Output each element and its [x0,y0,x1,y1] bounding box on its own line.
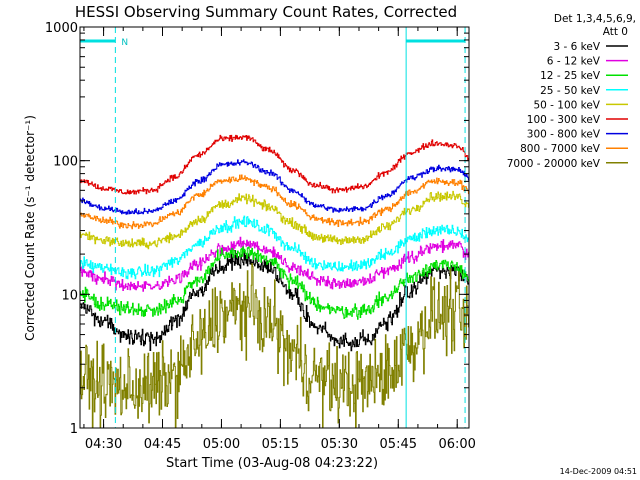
legend-label-7: 300 - 800 keV [527,129,601,141]
y-tick-label: 100 [53,155,78,170]
series-line-6 [80,134,470,195]
x-tick-label: 05:45 [380,437,417,452]
series-layer [80,134,470,429]
series-line-4 [80,215,470,280]
series-line-1 [80,249,470,352]
x-tick-label: 04:45 [144,437,181,452]
y-tick-label: 10 [61,288,78,303]
x-tick-label: 05:30 [321,437,358,452]
series-line-2 [80,236,470,292]
legend: Det 1,3,4,5,6,9, Att 0 3 - 6 keV 6 - 12 k… [507,13,636,170]
y-axis-label-text: Corrected Count Rate (s⁻¹ detector⁻¹) [23,115,37,341]
legend-label-3: 12 - 25 keV [540,70,601,82]
x-tick-label: 06:00 [438,437,475,452]
series-line-3 [80,246,470,320]
legend-label-8: 800 - 7000 keV [520,143,601,155]
y-tick-label: 1 [70,422,78,437]
footer-date: 14-Dec-2009 04:51 [560,467,637,476]
x-tick-label: 05:15 [262,437,299,452]
legend-header-line-1: Det 1,3,4,5,6,9, [554,13,636,25]
plot-frame [79,26,470,429]
chart-title: HESSI Observing Summary Count Rates, Cor… [75,3,457,21]
legend-label-9: 7000 - 20000 keV [507,158,601,170]
legend-entries: 3 - 6 keV 6 - 12 keV 12 - 25 keV 25 - 50 ke… [507,41,628,170]
legend-label-1: 3 - 6 keV [553,41,600,53]
series-line-5 [80,190,470,250]
annotation-label-1: N [121,38,128,48]
y-tick-label: 1000 [45,21,78,36]
y-axis-label: Corrected Count Rate (s⁻¹ detector⁻¹) [23,115,37,341]
legend-label-2: 6 - 12 keV [547,56,601,68]
legend-label-5: 50 - 100 keV [533,99,600,111]
legend-header-line-2: Att 0 [603,26,628,38]
series-line-9 [80,263,470,429]
axes-layer: 1 10 100 1000 04:30 04:45 05:00 05:15 05:30 05:45… [45,21,476,452]
series-line-8 [80,174,470,230]
legend-label-6: 100 - 300 keV [527,114,601,126]
x-tick-label: 04:30 [85,437,122,452]
legend-label-4: 25 - 50 keV [540,85,601,97]
x-axis-label: Start Time (03-Aug-08 04:23:22) [166,456,378,471]
series-line-7 [80,159,470,215]
x-tick-label: 05:00 [203,437,240,452]
